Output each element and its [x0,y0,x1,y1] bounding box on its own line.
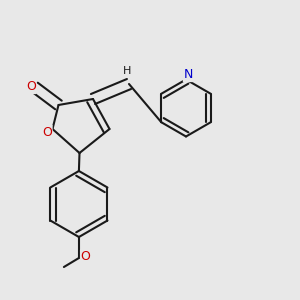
Text: O: O [26,80,36,94]
Text: H: H [123,65,132,76]
Text: O: O [81,250,90,263]
Text: N: N [183,68,193,82]
Text: O: O [42,125,52,139]
